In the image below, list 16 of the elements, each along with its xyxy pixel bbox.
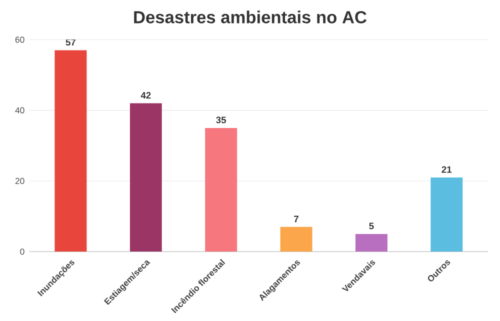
data-label: 21 [442, 166, 452, 173]
data-label: 35 [216, 116, 226, 124]
y-tick-label: 60 [15, 36, 24, 43]
bar [355, 234, 388, 252]
y-tick-label: 0 [20, 248, 24, 255]
bar [130, 103, 162, 252]
y-tick-label: 40 [15, 107, 24, 114]
data-label: 5 [369, 222, 374, 230]
bar [54, 50, 87, 252]
bar [205, 128, 238, 252]
bar [430, 177, 463, 252]
bar [280, 226, 312, 252]
y-tick-label: 20 [15, 178, 24, 184]
data-label: 7 [294, 216, 298, 222]
data-label: 42 [140, 92, 151, 99]
chart-title: Desastres ambientais no AC [134, 10, 367, 24]
